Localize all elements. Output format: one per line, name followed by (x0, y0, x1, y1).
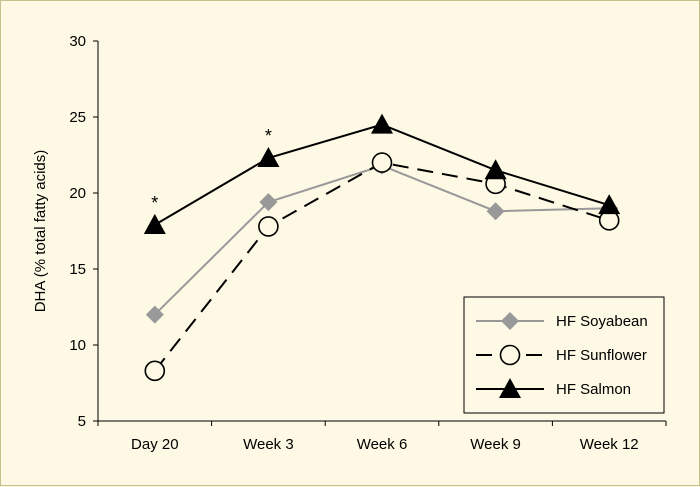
data-point (145, 305, 164, 324)
series-hf-salmon (143, 113, 621, 234)
data-point (371, 152, 393, 173)
series-group (143, 113, 621, 382)
axes (97, 41, 666, 422)
legend-label: HF Salmon (556, 381, 631, 398)
data-point (259, 193, 278, 212)
data-point (257, 147, 280, 168)
data-point (484, 159, 507, 180)
legend-marker (499, 344, 521, 366)
data-point (258, 216, 279, 237)
series-line (154, 164, 610, 316)
x-tick-label: Week 3 (243, 436, 294, 453)
y-tick-label: 30 (69, 33, 86, 50)
data-point (143, 213, 166, 234)
data-point (371, 113, 393, 134)
x-tick-label: Week 12 (580, 436, 639, 453)
significance-asterisk: * (151, 193, 158, 213)
y-axis-title: DHA (% total fatty acids) (32, 150, 49, 313)
data-point (598, 194, 621, 215)
y-tick-label: 10 (69, 337, 86, 354)
x-tick-label: Week 6 (357, 436, 408, 453)
x-tick-label: Day 20 (131, 436, 179, 453)
legend-box (463, 296, 665, 414)
legend-label: HF Sunflower (556, 347, 647, 364)
y-tick-label: 20 (69, 185, 86, 202)
y-tick-label: 25 (69, 109, 86, 126)
y-tick-label: 5 (78, 413, 86, 430)
legend-label: HF Soyabean (556, 313, 648, 330)
annotations: ** (151, 126, 272, 213)
data-point (144, 360, 166, 382)
legend-marker (501, 312, 519, 330)
significance-asterisk: * (265, 126, 272, 146)
legend-marker (499, 378, 521, 399)
data-point (486, 202, 505, 221)
legend: HF Soyabean HF Sunflower HF Salmon (463, 296, 665, 414)
x-tick-label: Week 9 (470, 436, 521, 453)
y-ticks: 5 10 15 20 25 30 (69, 33, 98, 430)
x-ticks: Day 20 Week 3 Week 6 Week 9 Week 12 (97, 421, 667, 453)
y-tick-label: 15 (69, 261, 86, 278)
